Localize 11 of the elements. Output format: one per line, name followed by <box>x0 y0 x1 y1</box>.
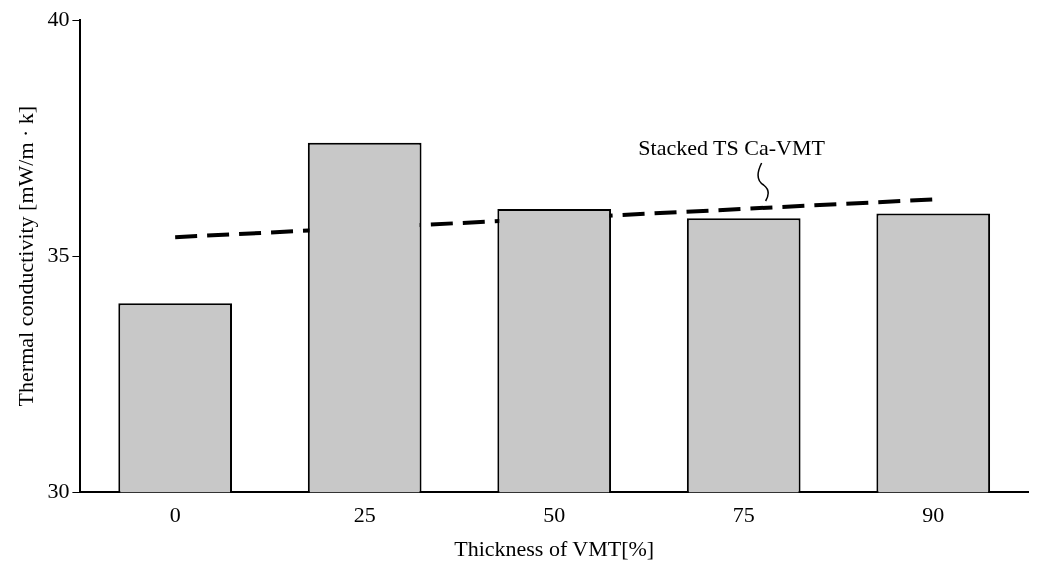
y-axis-title: Thermal conductivity [mW/m · k] <box>12 105 38 407</box>
text: Stacked TS Ca-VMT <box>638 134 826 160</box>
y-tick-label: 35 <box>47 241 70 267</box>
x-tick-label: 75 <box>732 502 755 528</box>
x-tick-label: 50 <box>543 502 566 528</box>
y-tick-label: 30 <box>47 477 70 503</box>
x-axis-title: Thickness of VMT[%] <box>454 535 655 561</box>
x-tick-label: 25 <box>353 502 376 528</box>
x-tick-label: 0 <box>169 502 181 528</box>
y-tick-label: 40 <box>47 5 70 31</box>
x-tick-label: 90 <box>922 502 945 528</box>
